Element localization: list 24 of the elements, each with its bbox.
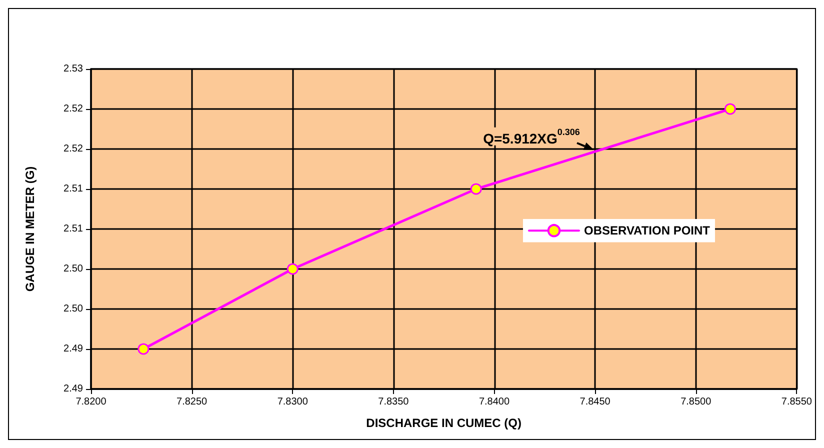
y-tick-label: 2.53 xyxy=(64,64,84,74)
x-tick-label: 7.8550 xyxy=(781,396,812,408)
point xyxy=(470,183,482,195)
y-tick-label: 2.51 xyxy=(64,184,84,194)
point xyxy=(138,343,150,355)
y-axis-title: GAUGE IN METER (G) xyxy=(23,166,37,292)
y-tick-label: 2.49 xyxy=(64,384,84,394)
x-tick-label: 7.8200 xyxy=(76,396,107,408)
x-tick-label: 7.8450 xyxy=(580,396,611,408)
y-tick-label: 2.50 xyxy=(64,264,84,274)
x-tick-label: 7.8350 xyxy=(378,396,410,408)
x-tick-label: 7.8500 xyxy=(680,396,712,408)
legend-label: OBSERVATION POINT xyxy=(584,224,711,238)
y-tick-label: 2.49 xyxy=(64,344,84,354)
x-tick-label: 7.8300 xyxy=(277,396,308,408)
x-tick-label: 7.8400 xyxy=(478,396,510,408)
y-tick-label: 2.50 xyxy=(64,304,84,314)
y-tick-label: 2.52 xyxy=(64,104,84,114)
point xyxy=(724,103,736,115)
point xyxy=(286,263,298,275)
x-tick-label: 7.8250 xyxy=(176,396,208,408)
y-tick-label: 2.51 xyxy=(64,224,84,234)
x-axis-title: DISCHARGE IN CUMEC (Q) xyxy=(366,416,522,430)
y-tick-label: 2.52 xyxy=(64,144,84,154)
